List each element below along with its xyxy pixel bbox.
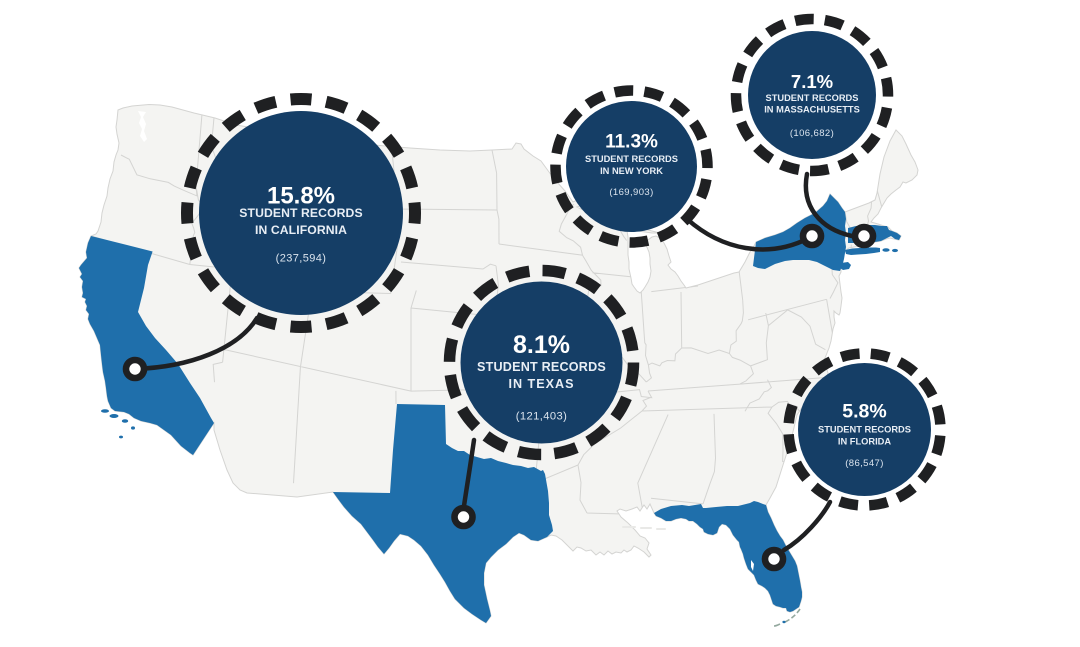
svg-text:STUDENT RECORDS: STUDENT RECORDS (477, 360, 606, 374)
svg-text:STUDENT RECORDS: STUDENT RECORDS (818, 425, 911, 435)
svg-text:IN CALIFORNIA: IN CALIFORNIA (255, 223, 347, 237)
svg-text:STUDENT RECORDS: STUDENT RECORDS (239, 206, 362, 220)
svg-text:(106,682): (106,682) (790, 128, 834, 139)
svg-text:(86,547): (86,547) (845, 458, 884, 469)
svg-text:IN FLORIDA: IN FLORIDA (838, 437, 891, 447)
svg-text:15.8%: 15.8% (267, 183, 335, 210)
svg-text:IN MASSACHUSETTS: IN MASSACHUSETTS (764, 105, 860, 115)
svg-text:IN NEW YORK: IN NEW YORK (600, 166, 663, 176)
svg-text:(121,403): (121,403) (516, 411, 568, 423)
svg-text:(237,594): (237,594) (276, 253, 327, 265)
svg-text:(169,903): (169,903) (609, 187, 653, 198)
svg-text:11.3%: 11.3% (605, 132, 658, 153)
svg-text:5.8%: 5.8% (842, 401, 886, 423)
svg-text:STUDENT RECORDS: STUDENT RECORDS (766, 93, 859, 103)
svg-text:IN TEXAS: IN TEXAS (508, 377, 574, 391)
svg-text:7.1%: 7.1% (791, 71, 833, 92)
svg-text:STUDENT RECORDS: STUDENT RECORDS (585, 154, 678, 164)
svg-text:8.1%: 8.1% (513, 331, 570, 359)
